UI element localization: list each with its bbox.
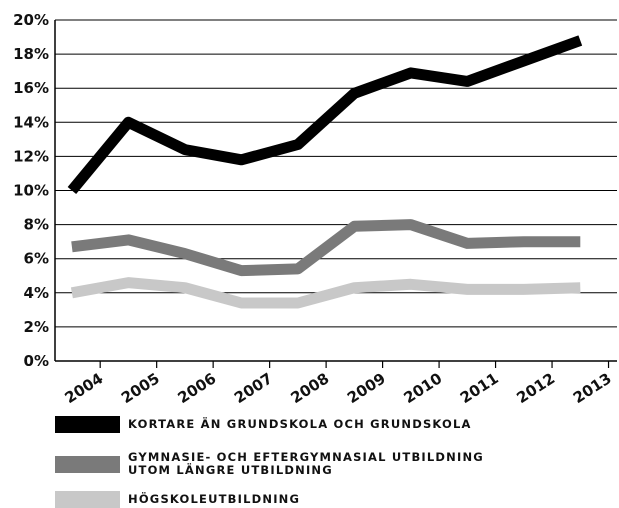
- series-line-3: [70, 277, 581, 309]
- y-tick-label: 16%: [13, 79, 49, 97]
- y-tick-label: 8%: [24, 216, 49, 234]
- y-tick-label: 10%: [13, 182, 49, 200]
- x-tick-labels: 2004 2005 2006 2007 2008 2009 2010 2011 2012 2013: [62, 369, 615, 407]
- legend-item-series-2: GYMNASIE- OCH EFTERGYMNASIAL UTBILDNING …: [55, 451, 484, 477]
- x-tick-label: 2005: [118, 369, 163, 407]
- x-tick-label: 2007: [231, 369, 276, 407]
- y-tick-label: 18%: [13, 45, 49, 63]
- x-tick-label: 2013: [570, 369, 615, 407]
- legend-label-line: HÖGSKOLEUTBILDNING: [128, 492, 301, 506]
- series-line-1: [67, 35, 583, 195]
- y-tick-label: 12%: [13, 147, 49, 165]
- legend-label-line: KORTARE ÄN GRUNDSKOLA OCH GRUNDSKOLA: [128, 417, 472, 431]
- series-line-2: [71, 219, 581, 277]
- x-tick-label: 2004: [62, 369, 107, 407]
- legend-swatch-series-2: [55, 455, 120, 473]
- series-lines: [67, 35, 583, 309]
- legend-label-series-1: KORTARE ÄN GRUNDSKOLA OCH GRUNDSKOLA: [128, 418, 472, 431]
- legend-label-line: UTOM LÄNGRE UTBILDNING: [128, 463, 333, 477]
- y-tick-label: 0%: [24, 352, 49, 370]
- axes: [54, 20, 617, 368]
- x-tick-label: 2011: [457, 369, 502, 407]
- legend-label-series-3: HÖGSKOLEUTBILDNING: [128, 493, 300, 506]
- legend-item-series-1: KORTARE ÄN GRUNDSKOLA OCH GRUNDSKOLA: [55, 416, 472, 433]
- y-tick-label: 14%: [13, 113, 49, 131]
- x-tick-label: 2010: [400, 369, 445, 407]
- y-tick-label: 4%: [24, 284, 49, 302]
- y-tick-label: 20%: [13, 11, 49, 29]
- x-tick-label: 2006: [175, 369, 220, 407]
- x-tick-label: 2009: [344, 369, 389, 407]
- y-tick-label: 6%: [24, 250, 49, 268]
- x-tick-label: 2012: [513, 369, 558, 407]
- legend-item-series-3: HÖGSKOLEUTBILDNING: [55, 491, 300, 508]
- legend-label-series-2: GYMNASIE- OCH EFTERGYMNASIAL UTBILDNING …: [128, 451, 484, 477]
- legend-label-line: GYMNASIE- OCH EFTERGYMNASIAL UTBILDNING: [128, 450, 484, 464]
- gridlines: [55, 19, 617, 328]
- line-chart: 0%2%4%6%8%10%12%14%16%18%20% 2004 2005 200…: [13, 11, 617, 407]
- y-tick-labels: 0% 2% 4% 6% 8% 10% 12% 14% 16% 18% 20%: [13, 11, 49, 370]
- legend-swatch-series-1: [55, 416, 120, 433]
- legend-swatch-series-3: [55, 491, 120, 508]
- x-tick-label: 2008: [287, 369, 332, 407]
- y-tick-label: 2%: [24, 318, 49, 336]
